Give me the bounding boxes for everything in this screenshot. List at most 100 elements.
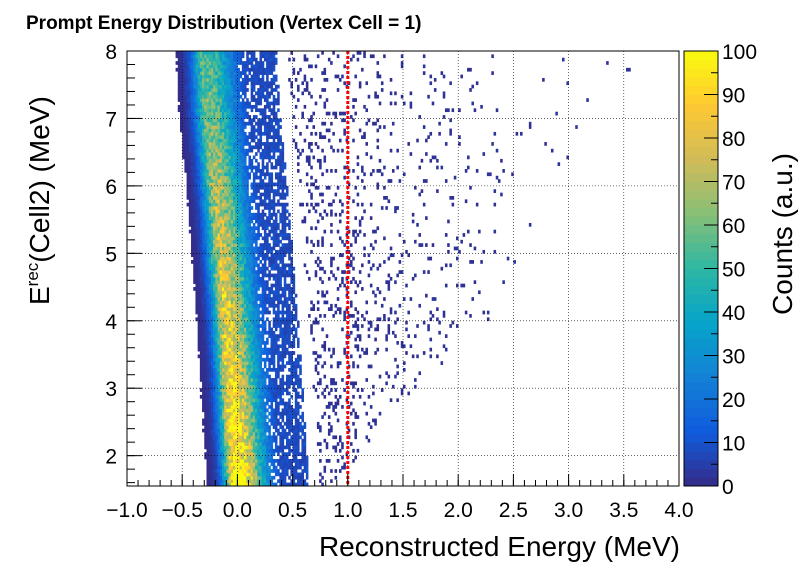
heatmap-cell	[310, 324, 313, 328]
heatmap-cell	[204, 300, 207, 305]
heatmap-cell	[208, 158, 212, 163]
heatmap-cell	[208, 330, 212, 335]
heatmap-cell	[250, 169, 254, 173]
heatmap-cell	[325, 445, 329, 450]
heatmap-cell	[252, 155, 256, 160]
heatmap-cell	[217, 384, 221, 389]
heatmap-cell	[252, 307, 256, 311]
heatmap-cell	[297, 401, 300, 406]
heatmap-cell	[246, 330, 249, 335]
heatmap-cell	[277, 202, 280, 207]
heatmap-cell	[208, 212, 212, 217]
heatmap-cell	[248, 347, 251, 352]
heatmap-cell	[281, 401, 285, 406]
heatmap-cell	[422, 270, 426, 274]
heatmap-cell	[277, 297, 280, 301]
heatmap-cell	[425, 243, 428, 247]
heatmap-cell	[394, 334, 397, 338]
heatmap-cell	[232, 226, 236, 231]
heatmap-cell	[224, 415, 227, 419]
heatmap-cell	[235, 381, 238, 386]
heatmap-cell	[361, 388, 364, 392]
heatmap-cell	[279, 351, 282, 355]
heatmap-cell	[195, 179, 199, 183]
heatmap-cell	[232, 233, 236, 237]
heatmap-cell	[237, 398, 240, 403]
heatmap-cell	[237, 482, 240, 487]
heatmap-cell	[239, 172, 243, 177]
heatmap-cell	[288, 270, 291, 274]
heatmap-cell	[241, 411, 245, 416]
heatmap-cell	[250, 479, 254, 483]
heatmap-cell	[290, 374, 293, 379]
heatmap-cell	[274, 148, 278, 153]
heatmap-cell	[213, 212, 216, 217]
heatmap-cell	[257, 142, 260, 146]
heatmap-cell	[252, 246, 256, 251]
heatmap-cell	[230, 253, 234, 258]
heatmap-cell	[226, 236, 229, 241]
heatmap-cell	[182, 152, 185, 156]
heatmap-cell	[290, 371, 293, 376]
heatmap-cell	[259, 324, 263, 328]
heatmap-cell	[206, 438, 210, 443]
heatmap-cell	[239, 455, 243, 460]
heatmap-cell	[279, 179, 282, 183]
heatmap-cell	[219, 351, 223, 355]
heatmap-cell	[221, 145, 225, 150]
heatmap-cell	[215, 324, 218, 328]
heatmap-cell	[361, 263, 364, 268]
heatmap-cell	[376, 145, 380, 150]
heatmap-cell	[252, 192, 256, 197]
heatmap-cell	[215, 469, 218, 473]
heatmap-cell	[248, 448, 251, 453]
heatmap-cell	[292, 290, 296, 295]
heatmap-cell	[270, 482, 274, 487]
heatmap-cell	[215, 310, 218, 315]
heatmap-cell	[239, 344, 243, 349]
heatmap-cell	[354, 428, 357, 433]
heatmap-cell	[217, 425, 221, 430]
heatmap-cell	[239, 452, 243, 456]
heatmap-cell	[239, 374, 243, 379]
heatmap-cell	[228, 354, 232, 359]
heatmap-cell	[224, 421, 227, 426]
heatmap-cell	[241, 354, 245, 359]
heatmap-cell	[248, 172, 251, 177]
heatmap-cell	[272, 320, 276, 325]
heatmap-cell	[469, 314, 472, 318]
heatmap-cell	[228, 421, 232, 426]
heatmap-cell	[279, 354, 282, 359]
heatmap-cell	[277, 148, 280, 153]
heatmap-cell	[288, 212, 291, 217]
heatmap-cell	[244, 391, 247, 396]
heatmap-cell	[232, 270, 236, 274]
heatmap-cell	[226, 303, 229, 308]
heatmap-cell	[204, 273, 207, 278]
heatmap-cell	[378, 263, 382, 268]
heatmap-cell	[217, 158, 221, 163]
heatmap-cell	[277, 236, 280, 241]
heatmap-cell	[199, 324, 203, 328]
heatmap-cell	[221, 219, 225, 224]
heatmap-cell	[241, 361, 245, 365]
heatmap-cell	[237, 347, 240, 352]
heatmap-cell	[246, 465, 249, 470]
heatmap-cell	[277, 394, 280, 399]
heatmap-cell	[221, 226, 225, 231]
heatmap-cell	[195, 270, 199, 274]
heatmap-cell	[213, 448, 216, 453]
heatmap-cell	[394, 280, 397, 285]
heatmap-cell	[244, 381, 247, 386]
heatmap-cell	[272, 452, 276, 456]
heatmap-cell	[239, 260, 243, 264]
heatmap-cell	[228, 462, 232, 467]
heatmap-cell	[486, 172, 490, 177]
heatmap-cell	[239, 330, 243, 335]
heatmap-cell	[195, 253, 199, 258]
heatmap-cell	[208, 273, 212, 278]
heatmap-cell	[244, 226, 247, 231]
heatmap-cell	[319, 472, 322, 477]
heatmap-cell	[221, 394, 225, 399]
heatmap-cell	[380, 388, 384, 392]
